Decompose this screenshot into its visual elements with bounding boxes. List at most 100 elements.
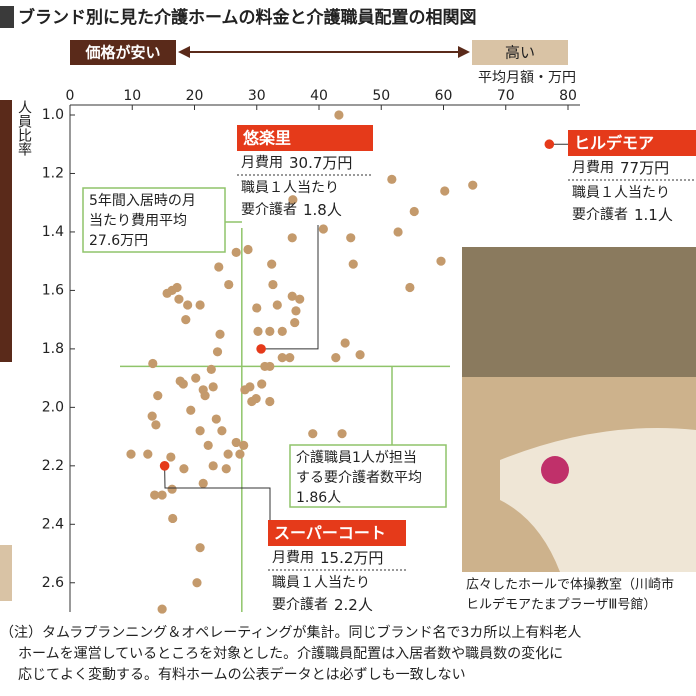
highlight-staff: 職員１人当たり [572, 185, 670, 201]
reference-value: 1.86人 [296, 490, 341, 506]
photo [462, 247, 696, 572]
x-tick-label: 80 [559, 88, 577, 104]
point [268, 279, 278, 290]
point [215, 329, 225, 339]
photo-caption: ヒルデモアたまプラーザⅢ号館） [466, 597, 656, 613]
point [436, 256, 446, 266]
note: ホームを運営しているところを対象とした。介護職員配置は入居者数や職員数の変化に [18, 645, 563, 662]
care-value: 2.2人 [334, 596, 373, 614]
cost-prefix: 月費用 [241, 155, 283, 171]
point [148, 358, 158, 369]
price-high-label: 高い [505, 44, 535, 62]
point [277, 326, 287, 336]
highlight-box [568, 130, 696, 156]
highlight-point [544, 139, 555, 150]
x-tick-label: 40 [310, 88, 328, 104]
title-icon [0, 6, 14, 28]
care-value: 1.1人 [634, 206, 673, 224]
y-tick-label: 1.8 [42, 341, 64, 357]
point [468, 180, 478, 190]
point [206, 364, 216, 374]
highlight-point [159, 461, 170, 471]
x-tick-label: 60 [435, 88, 453, 104]
care-value: 1.8人 [303, 201, 342, 219]
x-tick-label: 0 [66, 88, 75, 104]
x-tick-label: 20 [186, 88, 204, 104]
point [175, 376, 185, 386]
highlight-care: 要介護者 2.2人 [272, 596, 373, 614]
point [409, 206, 419, 217]
point [147, 411, 157, 421]
price-low-box [70, 40, 176, 65]
point [393, 227, 403, 237]
point [346, 233, 356, 243]
reference-label: 5年間入居時の月 [89, 193, 196, 209]
point [295, 294, 305, 304]
point [252, 303, 262, 313]
care-prefix: 要介護者 [272, 597, 328, 613]
point [211, 414, 221, 424]
point [217, 426, 227, 436]
point [186, 405, 196, 415]
point [235, 449, 245, 459]
point [150, 490, 160, 500]
y-tick-label: 2.0 [42, 399, 64, 415]
point [265, 326, 275, 336]
cost-value: 15.2万円 [320, 549, 383, 567]
point [195, 426, 205, 436]
highlight-cost: 月費用 30.7万円 [241, 154, 352, 172]
x-tick-label: 50 [372, 88, 390, 104]
point [162, 288, 172, 298]
cost-prefix: 月費用 [572, 160, 614, 176]
point [334, 110, 344, 120]
highlight-care: 要介護者 1.1人 [572, 206, 673, 224]
cost-prefix: 月費用 [272, 550, 314, 566]
point [153, 391, 163, 401]
point [348, 259, 358, 269]
highlight-name: スーパーコート [274, 524, 386, 543]
point [308, 429, 318, 439]
highlight-staff: 職員１人当たり [241, 180, 339, 196]
point [167, 484, 177, 494]
x-tick-label: 30 [248, 88, 266, 104]
point [143, 449, 153, 459]
x-axis-label: 平均月額・万円 [478, 70, 576, 86]
point [267, 259, 277, 269]
reference-label: する要介護者数平均 [296, 470, 422, 486]
point [355, 350, 365, 360]
point [195, 543, 205, 553]
y-tick-label: 2.6 [42, 575, 64, 591]
highlight-care: 要介護者 1.8人 [241, 201, 342, 219]
point [265, 396, 275, 407]
highlight-staff: 職員１人当たり [272, 575, 370, 591]
point [172, 282, 182, 293]
point [183, 300, 193, 310]
note: （注）タムラプランニング＆オペレーティングが集計。同じブランド名で3カ所以上有料… [0, 624, 581, 641]
point [166, 452, 176, 462]
point [231, 437, 241, 448]
price-high-box [472, 40, 568, 65]
point [239, 440, 249, 450]
point [251, 393, 261, 404]
point [387, 174, 397, 184]
care-prefix: 要介護者 [241, 202, 297, 218]
point [337, 429, 347, 439]
point [287, 233, 297, 243]
left-bar-low [0, 545, 12, 601]
point [208, 461, 218, 471]
highlight-connector [261, 225, 319, 350]
reference-label: 当たり費用平均 [89, 213, 187, 229]
point [157, 490, 167, 500]
point [179, 464, 189, 474]
point [243, 244, 253, 255]
point [277, 353, 287, 363]
point [440, 186, 450, 196]
point [214, 262, 224, 272]
cost-value: 77万円 [620, 159, 669, 177]
y-tick-label: 1.4 [42, 224, 64, 240]
point [253, 326, 263, 336]
highlight-cost: 月費用 15.2万円 [272, 549, 383, 567]
point [331, 353, 341, 363]
point [405, 282, 415, 293]
